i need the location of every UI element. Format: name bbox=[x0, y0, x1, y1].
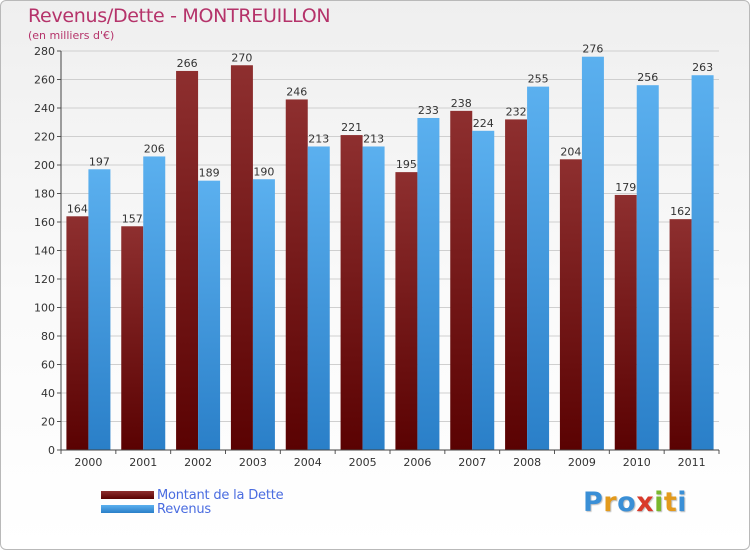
x-tick-label: 2011 bbox=[678, 456, 706, 469]
data-label: 197 bbox=[89, 155, 110, 168]
data-label: 270 bbox=[231, 51, 252, 64]
legend-label-debt: Montant de la Dette bbox=[157, 487, 284, 503]
x-tick-label: 2010 bbox=[623, 456, 651, 469]
bars bbox=[66, 56, 714, 451]
legend-label-revenus: Revenus bbox=[157, 501, 211, 517]
bar-dette bbox=[450, 110, 473, 450]
y-tick-label: 240 bbox=[34, 102, 55, 115]
x-tick-label: 2002 bbox=[184, 456, 212, 469]
bar-revenus bbox=[143, 156, 166, 450]
bar-revenus bbox=[417, 117, 440, 450]
bar-dette bbox=[669, 219, 692, 450]
chart-subtitle: (en milliers d'€) bbox=[28, 29, 115, 42]
data-label: 263 bbox=[692, 61, 713, 74]
x-tick-label: 2000 bbox=[74, 456, 102, 469]
bar-revenus bbox=[88, 169, 111, 450]
x-tick-label: 2009 bbox=[568, 456, 596, 469]
y-tick-label: 120 bbox=[34, 273, 55, 286]
bar-revenus bbox=[581, 56, 604, 450]
y-tick-label: 260 bbox=[34, 74, 55, 87]
data-label: 190 bbox=[253, 165, 274, 178]
data-label: 246 bbox=[286, 85, 307, 98]
data-label: 232 bbox=[506, 105, 527, 118]
y-tick-label: 160 bbox=[34, 216, 55, 229]
data-label: 162 bbox=[670, 205, 691, 218]
legend-item-revenus: Revenus bbox=[101, 501, 211, 517]
data-label: 238 bbox=[451, 97, 472, 110]
y-tick-label: 180 bbox=[34, 188, 55, 201]
data-label: 204 bbox=[560, 145, 581, 158]
y-tick-label: 280 bbox=[34, 45, 55, 58]
data-label: 233 bbox=[418, 104, 439, 117]
bar-dette bbox=[176, 70, 199, 450]
legend-item-debt: Montant de la Dette bbox=[101, 487, 284, 503]
y-tick-label: 60 bbox=[41, 359, 55, 372]
proxiti-logo: Proxiti bbox=[583, 487, 688, 518]
data-labels: 1641971572062661892701902462132212131952… bbox=[67, 43, 713, 226]
y-tick-label: 100 bbox=[34, 302, 55, 315]
bar-revenus bbox=[527, 86, 550, 450]
bar-revenus bbox=[472, 130, 495, 451]
legend-swatch-debt bbox=[101, 491, 154, 499]
x-tick-label: 2005 bbox=[349, 456, 377, 469]
data-label: 206 bbox=[144, 142, 165, 155]
data-label: 157 bbox=[122, 212, 143, 225]
y-tick-label: 0 bbox=[48, 444, 55, 457]
x-tick-label: 2007 bbox=[458, 456, 486, 469]
bar-dette bbox=[285, 99, 308, 450]
y-tick-label: 40 bbox=[41, 387, 55, 400]
x-tick-label: 2001 bbox=[129, 456, 157, 469]
legend-swatch-revenus bbox=[101, 505, 154, 513]
x-tick-label: 2006 bbox=[403, 456, 431, 469]
bar-revenus bbox=[307, 146, 330, 450]
bar-revenus bbox=[362, 146, 385, 450]
data-label: 221 bbox=[341, 121, 362, 134]
data-label: 276 bbox=[582, 43, 603, 56]
bar-revenus bbox=[252, 179, 275, 450]
data-label: 195 bbox=[396, 158, 417, 171]
data-label: 164 bbox=[67, 202, 88, 215]
bar-dette bbox=[559, 159, 582, 451]
x-tick-label: 2008 bbox=[513, 456, 541, 469]
data-label: 224 bbox=[473, 117, 494, 130]
data-label: 213 bbox=[363, 132, 384, 145]
y-tick-label: 140 bbox=[34, 245, 55, 258]
chart-title: Revenus/Dette - MONTREUILLON bbox=[28, 5, 331, 27]
data-label: 189 bbox=[199, 167, 220, 180]
y-tick-label: 80 bbox=[41, 330, 55, 343]
bar-dette bbox=[614, 194, 637, 450]
y-tick-label: 20 bbox=[41, 416, 55, 429]
grid-lines bbox=[61, 50, 719, 451]
data-label: 256 bbox=[637, 71, 658, 84]
x-tick-label: 2003 bbox=[239, 456, 267, 469]
data-label: 213 bbox=[308, 132, 329, 145]
data-label: 255 bbox=[528, 73, 549, 86]
bar-dette bbox=[230, 65, 253, 450]
bar-revenus bbox=[691, 75, 714, 450]
bar-dette bbox=[66, 216, 89, 450]
bar-dette bbox=[121, 226, 144, 450]
bar-revenus bbox=[636, 85, 659, 450]
data-label: 266 bbox=[177, 57, 198, 70]
data-label: 179 bbox=[615, 181, 636, 194]
y-tick-label: 200 bbox=[34, 159, 55, 172]
x-tick-label: 2004 bbox=[294, 456, 322, 469]
bar-revenus bbox=[198, 180, 221, 451]
bar-dette bbox=[395, 172, 418, 450]
axes: 0 20 40 60 80 100 120 140 160 180 200 220 240 260 280 2… bbox=[34, 45, 720, 469]
bar-dette bbox=[340, 135, 363, 450]
bar-dette bbox=[505, 119, 528, 451]
y-tick-label: 220 bbox=[34, 131, 55, 144]
